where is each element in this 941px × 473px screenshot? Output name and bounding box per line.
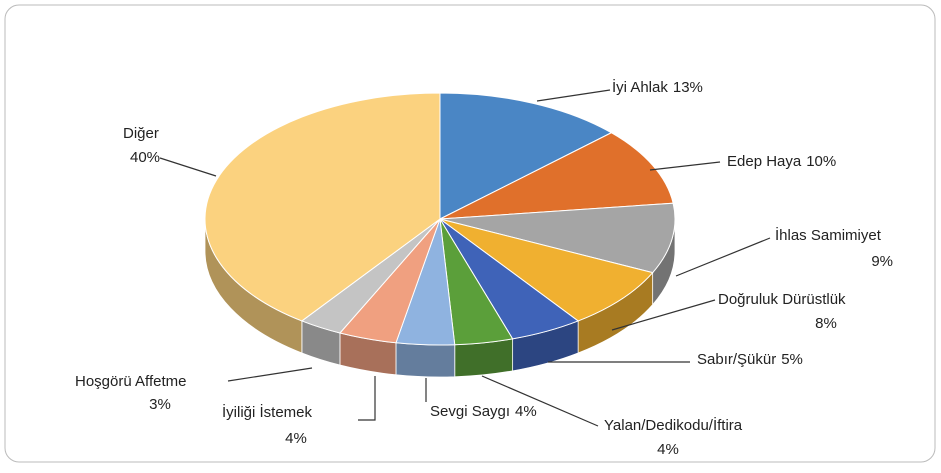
label-value: 5% (781, 351, 803, 368)
data-label: Sabır/Şükür 5% (697, 351, 803, 368)
data-label: Edep Haya 10% (727, 153, 836, 170)
leader-line (227, 367, 313, 382)
label-value: 8% (815, 315, 837, 332)
label-value: 3% (149, 396, 171, 413)
label-value: 4% (515, 403, 537, 420)
label-category: Yalan/Dedikodu/İftira (604, 416, 743, 434)
slice (439, 202, 676, 274)
label-value: 40% (130, 149, 160, 166)
slice (439, 218, 654, 322)
label-value: 9% (871, 253, 893, 270)
label-category: Diğer (123, 125, 159, 142)
labels: İyi Ahlak 13% Edep Haya 10% İhlas Samimiyet 9… (75, 78, 893, 458)
pie-tops (204, 92, 676, 346)
label-category: İyiliği İstemek (222, 403, 313, 421)
leader-line (159, 157, 217, 177)
label-category: İyi Ahlak (612, 78, 668, 96)
label-value: 4% (657, 441, 679, 458)
leader-lines (159, 89, 771, 427)
label-category: Sabır/Şükür (697, 351, 776, 368)
slice-side (395, 342, 456, 378)
label-category: Hoşgörü Affetme (75, 373, 186, 390)
label-category: Sevgi Saygı (430, 403, 510, 420)
pie-sides (204, 218, 676, 378)
label-category: Edep Haya (727, 153, 802, 170)
label-value: 13% (673, 79, 703, 96)
data-label: Sevgi Saygı 4% (430, 403, 537, 420)
label-value: 10% (806, 153, 836, 170)
slice (204, 92, 441, 322)
slice (439, 132, 674, 220)
slice (439, 92, 613, 220)
leader-line (611, 299, 716, 331)
label-value: 4% (285, 430, 307, 447)
data-label: İyi Ahlak 13% (612, 78, 703, 96)
label-category: İhlas Samimiyet (775, 226, 882, 244)
leader-line (536, 89, 611, 102)
leader-line (649, 161, 721, 171)
leader-line (675, 237, 771, 277)
label-category: Doğruluk Dürüstlük (718, 291, 846, 308)
leader-line (358, 376, 376, 421)
leader-line (481, 375, 599, 427)
